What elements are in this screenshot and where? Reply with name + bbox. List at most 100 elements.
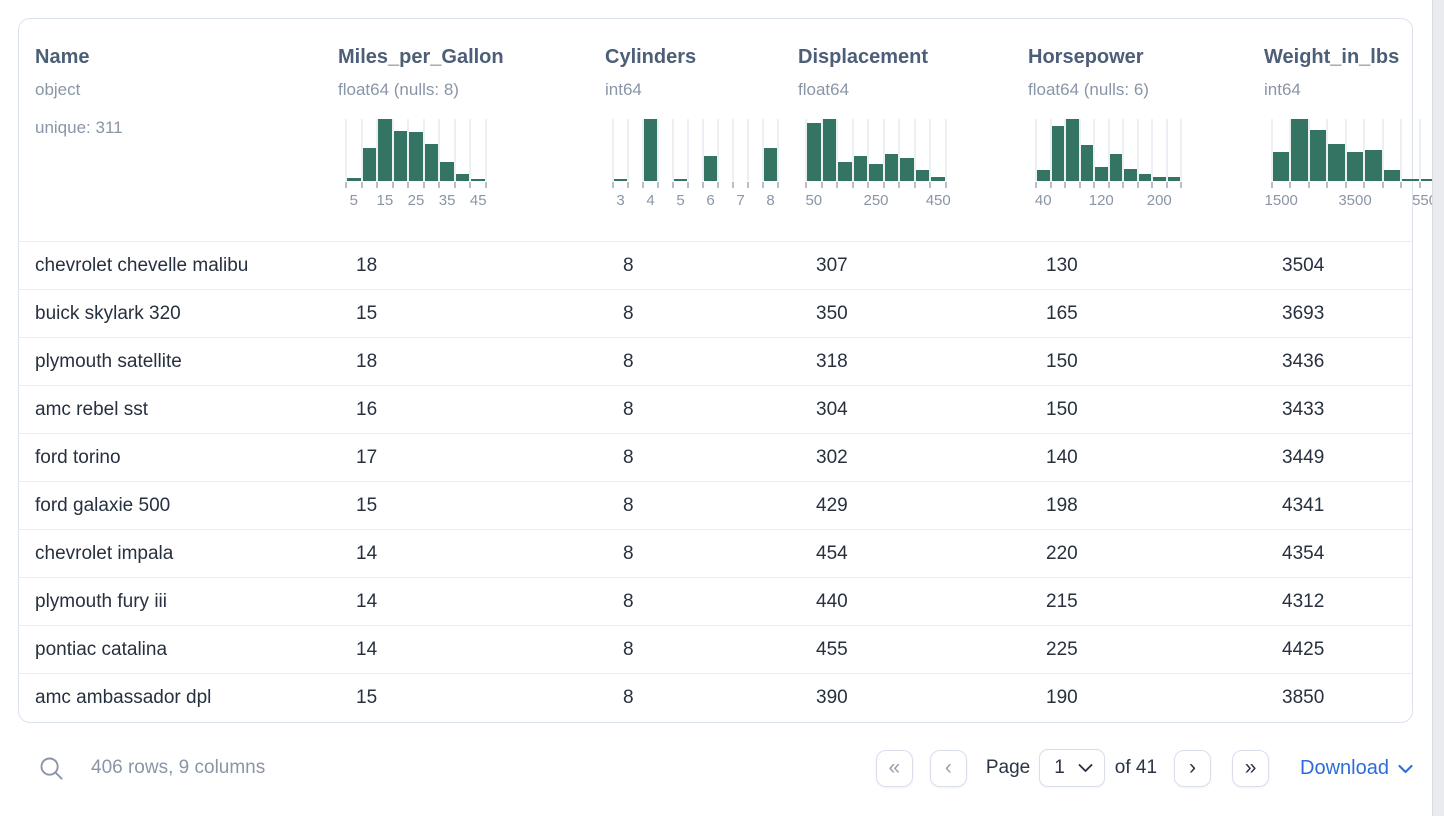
histogram-bar xyxy=(455,174,470,181)
histogram-bar xyxy=(614,179,627,181)
value-cell: 15 xyxy=(356,494,378,516)
table-row[interactable]: amc rebel sst 16 8 304 150 3433 xyxy=(19,386,1412,434)
chevron-right-icon: › xyxy=(1189,755,1197,779)
value-cell: 17 xyxy=(356,446,378,468)
value-cell: 4312 xyxy=(1282,590,1325,612)
column-histogram: 40 120 200 xyxy=(1028,119,1264,210)
histogram-bar xyxy=(1383,170,1401,181)
histogram-tick-label: 200 xyxy=(1146,192,1172,209)
chevron-left-icon: ‹ xyxy=(944,755,952,779)
value-cell: 15 xyxy=(356,302,378,324)
name-cell: chevrolet impala xyxy=(35,542,174,564)
histogram-tick-label: 5 xyxy=(676,192,685,209)
column-header-miles_per_gallon[interactable]: Miles_per_Gallon float64 (nulls: 8) 5 15 25 3… xyxy=(338,19,605,241)
table-body: chevrolet chevelle malibu 18 8 307 130 3504 bu… xyxy=(19,242,1412,722)
histogram-bar xyxy=(822,119,837,181)
column-histogram: 50 250 450 xyxy=(798,119,1028,210)
histogram-bar xyxy=(853,156,868,181)
histogram-tick-label: 120 xyxy=(1088,192,1114,209)
name-cell: amc rebel sst xyxy=(35,398,148,420)
value-cell: 429 xyxy=(816,494,848,516)
table-row[interactable]: amc ambassador dpl 15 8 390 190 3850 xyxy=(19,674,1412,722)
value-cell: 8 xyxy=(623,638,634,660)
histogram-tick-label: 15 xyxy=(376,192,394,209)
histogram-bar xyxy=(1066,119,1079,181)
column-histogram: 3 4 5 6 7 8 xyxy=(605,119,798,210)
column-title: Weight_in_lbs xyxy=(1264,46,1400,68)
value-cell: 4425 xyxy=(1282,638,1325,660)
column-header-name[interactable]: Name object unique: 311 xyxy=(35,19,338,241)
column-header-horsepower[interactable]: Horsepower float64 (nulls: 6) 40 120 200 xyxy=(1028,19,1264,241)
value-cell: 198 xyxy=(1046,494,1078,516)
histogram-bar xyxy=(424,144,439,181)
value-cell: 3449 xyxy=(1282,446,1325,468)
histogram-bar xyxy=(1402,179,1419,181)
search-icon xyxy=(38,755,65,782)
value-cell: 14 xyxy=(356,542,378,564)
histogram-tick-label: 40 xyxy=(1034,192,1052,209)
value-cell: 18 xyxy=(356,254,378,276)
value-cell: 8 xyxy=(623,494,634,516)
column-dtype: int64 xyxy=(1264,80,1301,99)
value-cell: 18 xyxy=(356,350,378,372)
value-cell: 15 xyxy=(356,687,378,708)
column-header-weight_in_lbs[interactable]: Weight_in_lbs int64 1500 3500 5500 xyxy=(1264,19,1444,241)
histogram-bar xyxy=(1051,126,1064,181)
previous-page-button[interactable]: ‹ xyxy=(929,749,967,787)
column-title: Miles_per_Gallon xyxy=(338,46,504,68)
value-cell: 3850 xyxy=(1282,687,1325,708)
value-cell: 220 xyxy=(1046,542,1078,564)
page-select-value: 1 xyxy=(1054,757,1065,778)
histogram-bar xyxy=(1153,177,1166,181)
histogram-tick-label: 8 xyxy=(766,192,775,209)
histogram-tick-label: 250 xyxy=(863,192,889,209)
histogram-tick-label: 45 xyxy=(469,192,487,209)
pagination: « ‹ Page 1 of 41 › » Download xyxy=(856,749,1413,787)
table-row[interactable]: buick skylark 320 15 8 350 165 3693 xyxy=(19,290,1412,338)
histogram-bar xyxy=(409,132,423,181)
vertical-scrollbar[interactable] xyxy=(1432,0,1444,816)
next-page-button[interactable]: › xyxy=(1174,749,1212,787)
table-row[interactable]: plymouth fury iii 14 8 440 215 4312 xyxy=(19,578,1412,626)
table-row[interactable]: chevrolet impala 14 8 454 220 4354 xyxy=(19,530,1412,578)
table-row[interactable]: plymouth satellite 18 8 318 150 3436 xyxy=(19,338,1412,386)
histogram-bar xyxy=(362,148,377,181)
histogram-tick-label: 3500 xyxy=(1338,192,1372,209)
name-cell: plymouth fury iii xyxy=(35,590,167,612)
table-row[interactable]: chevrolet chevelle malibu 18 8 307 130 3504 xyxy=(19,242,1412,290)
value-cell: 140 xyxy=(1046,446,1078,468)
data-table-card: Name object unique: 311 Miles_per_Gallon flo… xyxy=(18,18,1444,723)
value-cell: 8 xyxy=(623,398,634,420)
chevron-down-icon xyxy=(1078,763,1093,773)
search-button[interactable] xyxy=(38,755,65,782)
histogram-bar xyxy=(393,131,408,181)
value-cell: 8 xyxy=(623,350,634,372)
table-row[interactable]: pontiac catalina 14 8 455 225 4425 xyxy=(19,626,1412,674)
table-row[interactable]: ford galaxie 500 15 8 429 198 4341 xyxy=(19,482,1412,530)
page-total-label: of 41 xyxy=(1114,757,1158,778)
value-cell: 8 xyxy=(623,302,634,324)
value-cell: 304 xyxy=(816,398,848,420)
name-cell: plymouth satellite xyxy=(35,350,182,372)
download-button[interactable]: Download xyxy=(1300,757,1413,780)
value-cell: 350 xyxy=(816,302,848,324)
value-cell: 3693 xyxy=(1282,302,1325,324)
value-cell: 215 xyxy=(1046,590,1078,612)
histogram-bar xyxy=(1080,145,1093,181)
column-dtype: object xyxy=(35,80,81,99)
name-cell: ford torino xyxy=(35,446,121,468)
last-page-button[interactable]: » xyxy=(1232,749,1270,787)
first-page-button[interactable]: « xyxy=(875,749,913,787)
histogram-tick-label: 7 xyxy=(736,192,745,209)
page-select[interactable]: 1 xyxy=(1039,749,1105,787)
download-label: Download xyxy=(1300,756,1389,779)
value-cell: 150 xyxy=(1046,350,1078,372)
value-cell: 8 xyxy=(623,254,634,276)
column-header-cylinders[interactable]: Cylinders int64 3 4 5 6 7 8 xyxy=(605,19,798,241)
histogram-bar xyxy=(440,162,454,181)
table-row[interactable]: ford torino 17 8 302 140 3449 xyxy=(19,434,1412,482)
column-header-displacement[interactable]: Displacement float64 50 250 450 xyxy=(798,19,1028,241)
column-histogram: 1500 3500 5500 xyxy=(1264,119,1444,210)
column-title: Horsepower xyxy=(1028,46,1144,68)
histogram-tick-label: 25 xyxy=(407,192,425,209)
